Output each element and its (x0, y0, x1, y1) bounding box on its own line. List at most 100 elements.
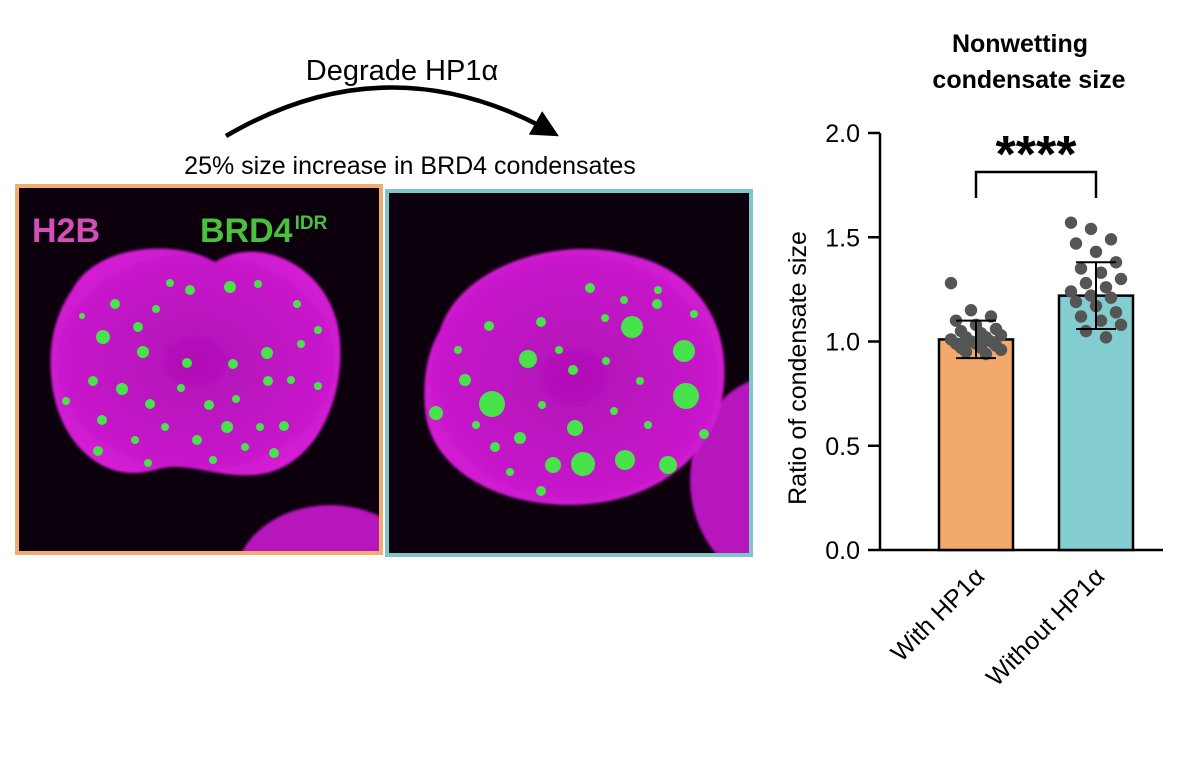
left-panel-frame (15, 184, 383, 555)
left-nucleus (50, 248, 341, 476)
condensate-spot (97, 415, 107, 425)
data-point (1099, 281, 1113, 294)
bar-without-hp1a (1057, 294, 1135, 552)
data-point (1074, 310, 1088, 323)
condensate-spot (484, 321, 494, 331)
y-ticks: 0.0 0.5 1.0 1.5 2.0 (825, 120, 880, 565)
condensate-spot (224, 281, 236, 293)
condensate-spot (314, 326, 322, 334)
error-bars (956, 261, 1116, 360)
chart-title-line-2: condensate size (932, 66, 1125, 94)
condensate-spot (621, 316, 643, 338)
condensate-spot (131, 436, 139, 444)
y-tick-label: 0.5 (825, 433, 860, 461)
significance-label: **** (996, 126, 1078, 184)
data-point (1094, 266, 1108, 279)
y-axis-label: Ratio of condensate size (784, 231, 812, 505)
condensate-spot (116, 383, 128, 395)
condensate-spot (287, 376, 295, 384)
condensate-spot (699, 429, 709, 439)
condensate-spot (479, 391, 505, 417)
condensate-spot (571, 452, 595, 476)
condensate-spot (293, 300, 301, 308)
condensate-spot (256, 423, 264, 431)
condensate-spot (204, 400, 214, 410)
condensate-spot (182, 358, 192, 368)
data-point (964, 304, 978, 317)
brd4-label-main: BRD4 (200, 212, 293, 250)
condensate-size-chart: Nonwetting condensate size Ratio of cond… (784, 30, 1163, 692)
data-point (1069, 295, 1083, 309)
condensate-spot (506, 468, 514, 476)
y-tick-label: 1.0 (825, 329, 860, 357)
condensate-spot (610, 407, 618, 415)
data-point (1084, 289, 1098, 302)
data-point (979, 347, 993, 361)
condensate-spot (659, 456, 677, 474)
right-condensates (429, 283, 709, 496)
condensate-spot (279, 421, 289, 431)
data-point (1079, 324, 1093, 338)
condensate-spot (88, 376, 98, 386)
right-nucleus (424, 248, 725, 505)
condensate-spot (567, 420, 583, 436)
condensate-spot (221, 421, 233, 433)
condensate-spot (185, 285, 195, 295)
condensate-spot (241, 443, 249, 451)
data-point (1104, 233, 1118, 246)
brd4-label: BRD4 IDR (200, 212, 328, 250)
data-point (1079, 276, 1093, 290)
condensate-spot (263, 376, 273, 386)
condensate-spot (62, 397, 70, 405)
data-point (1094, 314, 1108, 327)
caption: 25% size increase in BRD4 condensates (184, 152, 636, 180)
condensate-spot (144, 459, 152, 467)
condensate-spot (644, 421, 652, 429)
arrow-label: Degrade HP1α (306, 55, 498, 87)
condensate-spot (538, 401, 546, 409)
condensate-spot (254, 280, 262, 288)
left-condensates (62, 279, 322, 467)
data-point (984, 310, 998, 323)
condensate-spot (601, 314, 609, 322)
data-point (1064, 285, 1078, 298)
data-point (1089, 245, 1103, 259)
y-tick-label: 0.0 (825, 537, 860, 565)
data-point (994, 343, 1008, 357)
data-point (1069, 237, 1083, 250)
left-panel: H2B BRD4 IDR (15, 184, 383, 555)
condensate-spot (545, 457, 561, 473)
degrade-arrow (224, 85, 559, 138)
condensate-spot (459, 374, 471, 386)
condensate-spot (673, 340, 695, 362)
data-point (1064, 216, 1078, 229)
condensate-spot (161, 423, 169, 431)
condensate-spot (110, 299, 120, 309)
condensate-spot (261, 347, 273, 359)
condensate-spot (79, 313, 85, 319)
condensate-spot (536, 317, 546, 327)
bottom-cell (242, 505, 379, 551)
condensate-spot (96, 330, 110, 344)
data-point (1109, 306, 1123, 319)
right-panel-frame (385, 189, 753, 557)
condensate-spot (152, 305, 160, 313)
condensate-spot (454, 346, 462, 354)
right-panel (385, 189, 753, 557)
condensate-spot (93, 446, 103, 456)
y-tick-label: 2.0 (825, 120, 860, 148)
data-point (994, 329, 1008, 342)
condensate-spot (536, 486, 546, 496)
condensate-spot (314, 382, 322, 390)
data-point (1104, 291, 1118, 304)
data-point (959, 345, 973, 359)
condensate-spot (145, 399, 155, 409)
x-tick-label: Without HP1α (981, 562, 1110, 691)
data-point (1099, 331, 1113, 344)
data-point (944, 276, 958, 290)
condensate-spot (137, 346, 149, 358)
condensate-spot (490, 442, 500, 452)
condensate-spot (519, 350, 537, 368)
